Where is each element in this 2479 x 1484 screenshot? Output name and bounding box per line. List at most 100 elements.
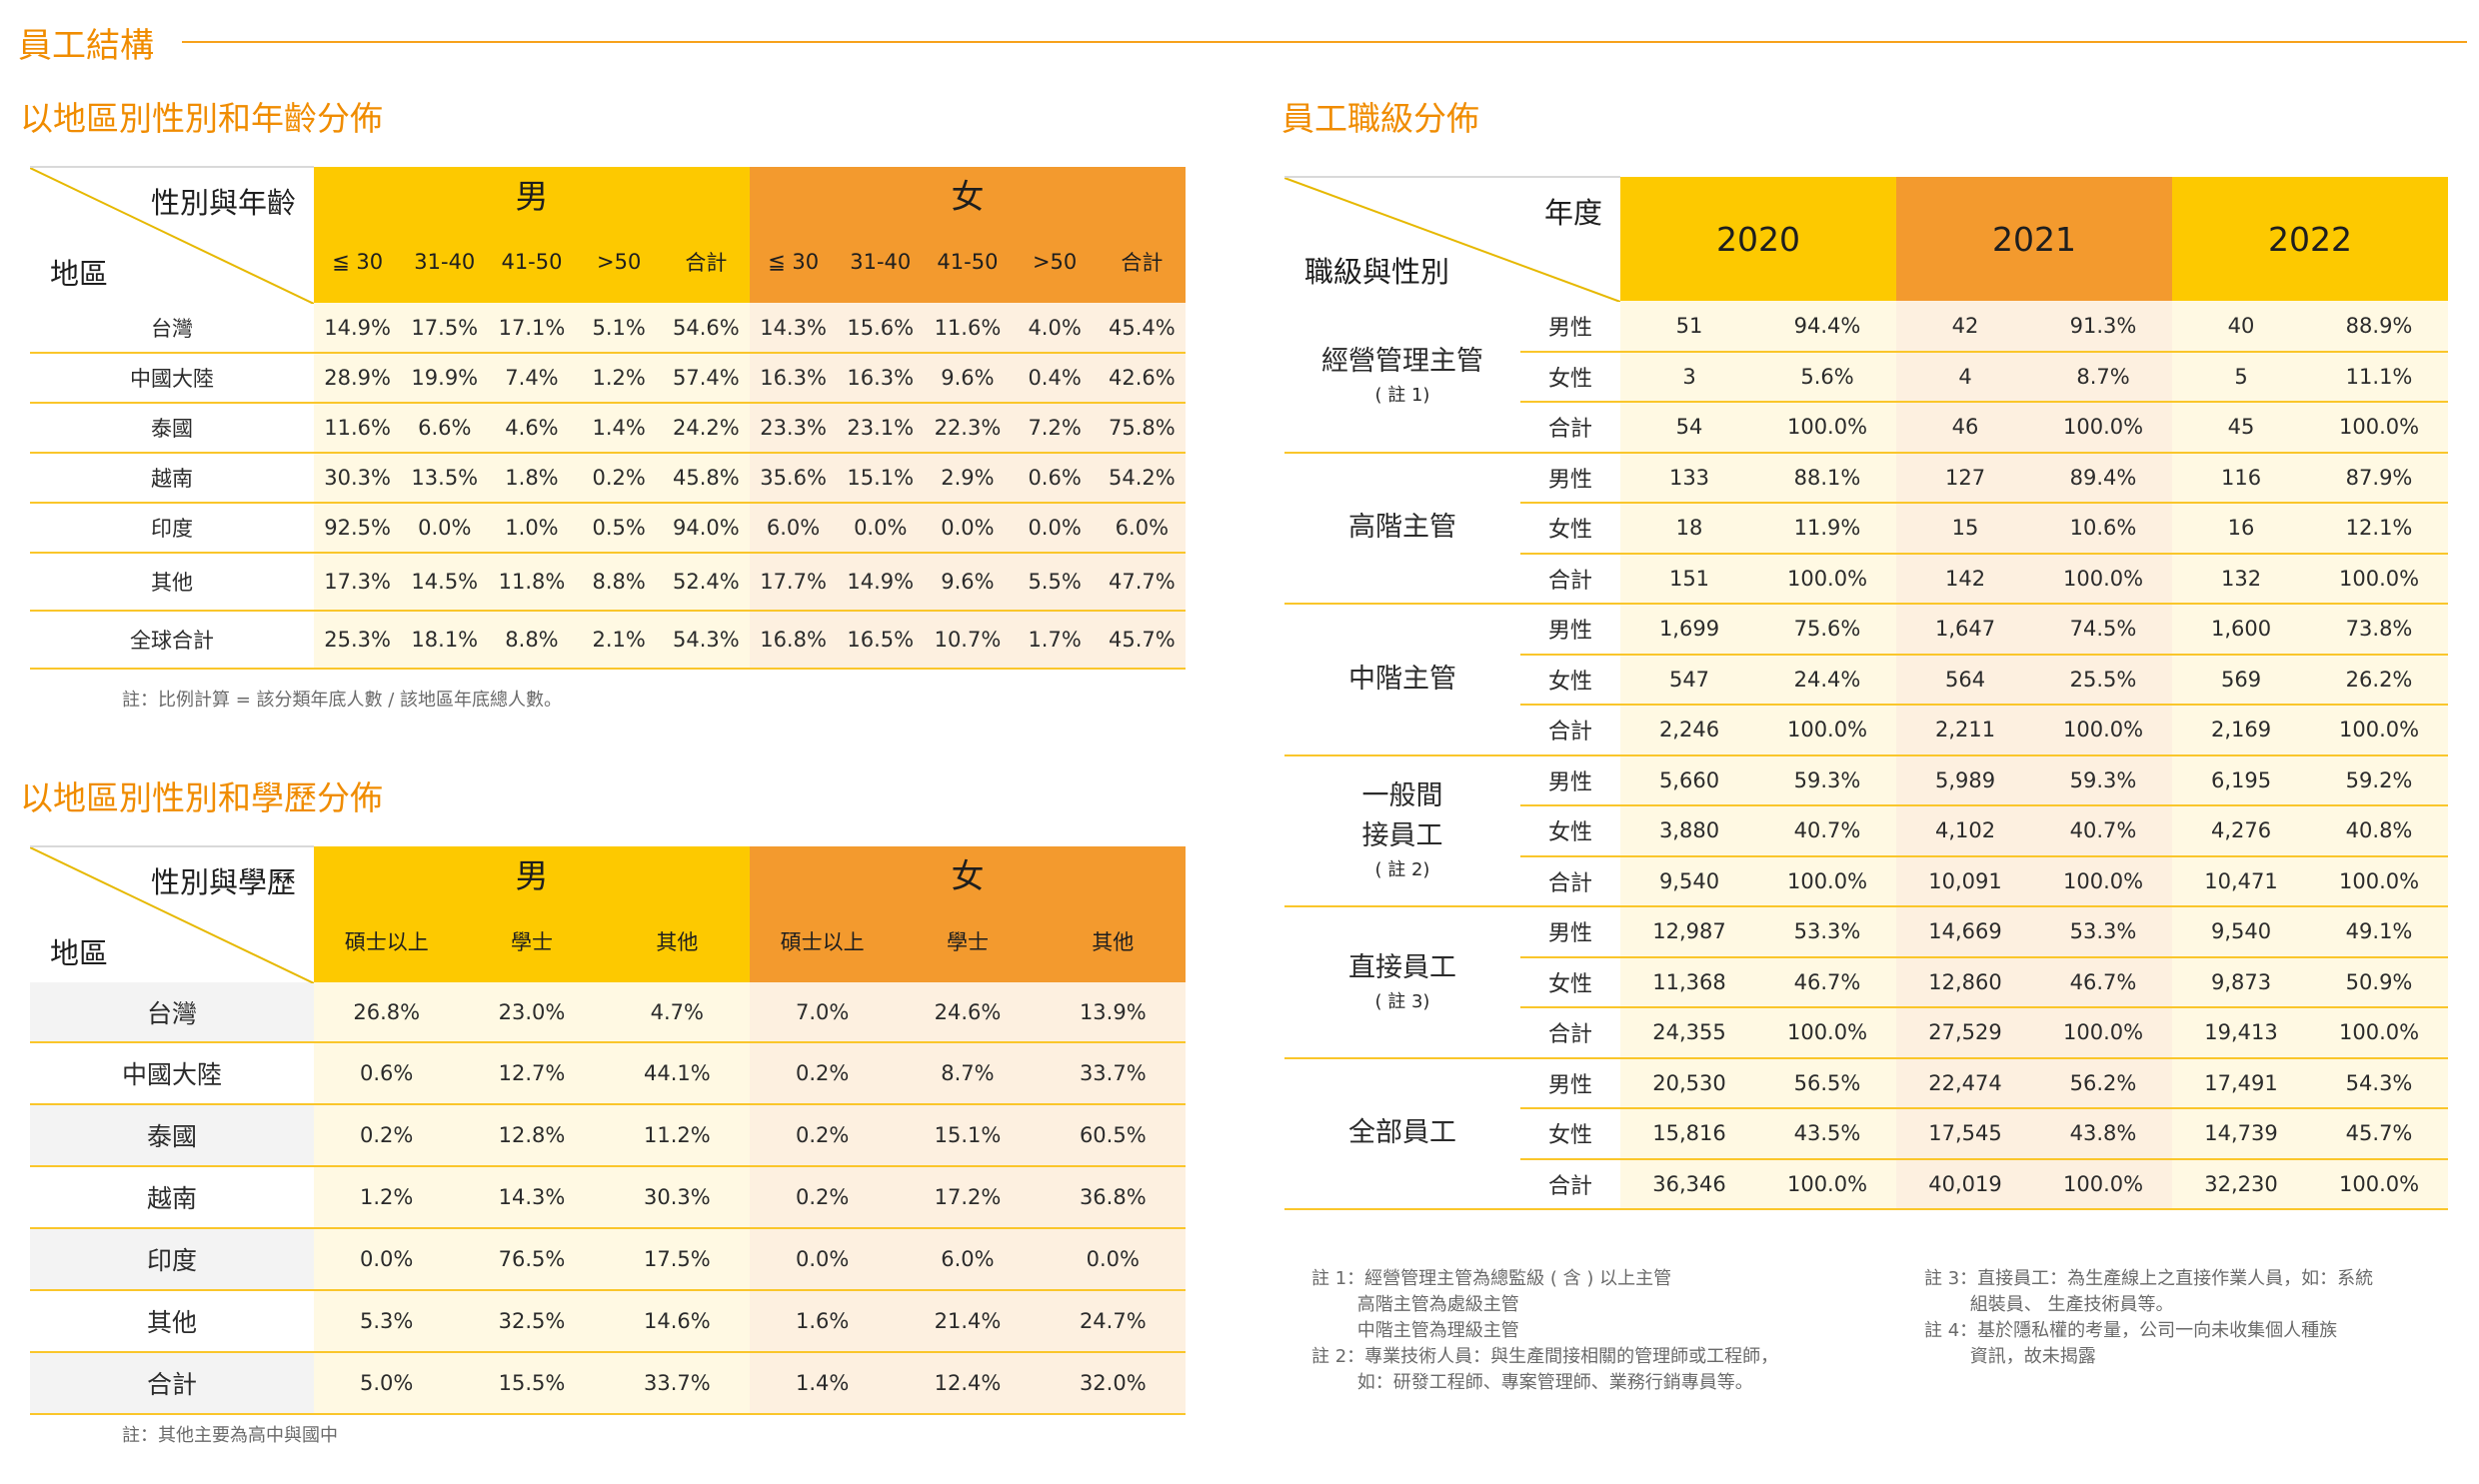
table-cell: 0.0% — [924, 503, 1012, 554]
table1-subheader: 合計 — [662, 221, 750, 303]
table-cell: 0.6% — [314, 1042, 460, 1105]
table-cell: 3 — [1620, 351, 1758, 403]
table-row: 其他 17.3% 14.5% 11.8% 8.8% 52.4% 17.7% 14.9% 9.6%… — [30, 553, 1186, 612]
table-cell: 100.0% — [2034, 553, 2173, 605]
year-header: 2022 — [2172, 177, 2449, 301]
table-cell: 4.6% — [488, 403, 576, 454]
table2-corner-cell: 性別與學歷 地區 — [30, 845, 315, 983]
table-cell: 11.9% — [1758, 503, 1897, 555]
table-cell: 6.6% — [401, 403, 489, 454]
table-cell: 6.0% — [1098, 503, 1186, 554]
gender-label: 女性 — [1520, 503, 1620, 555]
table-cell: 127 — [1896, 452, 2035, 504]
table-cell: 0.0% — [1040, 1228, 1186, 1291]
table-cell: 24.2% — [662, 403, 750, 454]
table-cell: 14,669 — [1896, 906, 2035, 958]
table-cell: 1.0% — [488, 503, 576, 554]
table-cell: 2.9% — [924, 453, 1012, 504]
table-cell: 40.8% — [2310, 805, 2449, 857]
table-cell: 23.1% — [837, 403, 925, 454]
table3-notes-right: 註 3：直接員工：為生產線上之直接作業人員，如：系統 組裝員、 生產技術員等。 … — [1924, 1268, 2374, 1367]
table-cell: 32.0% — [1040, 1352, 1186, 1415]
year-header: 2020 — [1620, 177, 1897, 301]
table3-corner-bottom: 職級與性別 — [1304, 255, 1450, 289]
table-cell: 32.5% — [459, 1290, 605, 1353]
table-row: 台灣 26.8% 23.0% 4.7% 7.0% 24.6% 13.9% — [30, 982, 1186, 1043]
table-cell: 100.0% — [1758, 553, 1897, 605]
table-cell: 54.3% — [662, 611, 750, 670]
table-cell: 60.5% — [1040, 1104, 1186, 1167]
table-cell: 100.0% — [2310, 553, 2449, 605]
table-cell: 569 — [2172, 654, 2311, 706]
table-cell: 1.2% — [314, 1166, 460, 1229]
table-cell: 25.5% — [2034, 654, 2173, 706]
table-row: 一般間 接員工( 註 2) 男性 5,660 59.3% 5,989 59.3% 6,195 5… — [1284, 754, 2449, 907]
table-cell: 100.0% — [2034, 402, 2173, 454]
table2-subheader: 學士 — [459, 900, 605, 982]
region-label: 印度 — [30, 503, 314, 554]
table-cell: 56.2% — [2034, 1057, 2173, 1109]
table-cell: 2.1% — [575, 611, 663, 670]
table-cell: 45.4% — [1098, 303, 1186, 354]
table-row: 女性 11,368 46.7% 12,860 46.7% 9,873 50.9% — [1284, 956, 2449, 1008]
table-cell: 9,873 — [2172, 956, 2311, 1008]
job-level-table: 年度 職級與性別 2020 2021 2022 經營管理主管( 註 1) 男性 51 94… — [1284, 176, 2449, 1210]
table-row: 女性 3 5.6% 4 8.7% 5 11.1% — [1284, 351, 2449, 403]
table-cell: 1.4% — [575, 403, 663, 454]
job-level-name: 中階主管 — [1348, 663, 1456, 695]
table-cell: 33.7% — [1040, 1042, 1186, 1105]
table-cell: 100.0% — [1758, 855, 1897, 907]
table-cell: 43.8% — [2034, 1108, 2173, 1160]
table-cell: 142 — [1896, 553, 2035, 605]
table-cell: 76.5% — [459, 1228, 605, 1291]
table-row: 合計 2,246 100.0% 2,211 100.0% 2,169 100.0% — [1284, 705, 2449, 756]
gender-label: 合計 — [1520, 855, 1620, 907]
table-cell: 33.7% — [604, 1352, 750, 1415]
title-divider — [182, 41, 2467, 43]
table-cell: 14.3% — [459, 1166, 605, 1229]
job-level-label: 直接員工 ( 註 3) — [1284, 906, 1520, 1059]
table-cell: 22.3% — [924, 403, 1012, 454]
table-cell: 17.5% — [604, 1228, 750, 1291]
table1-subheader: 合計 — [1098, 221, 1186, 303]
table-cell: 100.0% — [2034, 855, 2173, 907]
table-cell: 100.0% — [1758, 705, 1897, 756]
table-cell: 53.3% — [2034, 906, 2173, 958]
table-cell: 2,246 — [1620, 705, 1758, 756]
table1-subheader: 31-40 — [837, 221, 925, 303]
table-cell: 12.8% — [459, 1104, 605, 1167]
table-cell: 15.1% — [837, 453, 925, 504]
table1-corner-top: 性別與年齡 — [150, 186, 296, 220]
table-cell: 0.2% — [314, 1104, 460, 1167]
table-cell: 17,491 — [2172, 1057, 2311, 1109]
table-row: 越南 1.2% 14.3% 30.3% 0.2% 17.2% 36.8% — [30, 1166, 1186, 1229]
table-cell: 7.2% — [1011, 403, 1099, 454]
table-row: 其他 5.3% 32.5% 14.6% 1.6% 21.4% 24.7% — [30, 1290, 1186, 1353]
table-cell: 564 — [1896, 654, 2035, 706]
table-cell: 1.7% — [1011, 611, 1099, 670]
table-cell: 5,989 — [1896, 754, 2035, 806]
table-row: 中國大陸 28.9% 19.9% 7.4% 1.2% 57.4% 16.3% 16.3% 9.6… — [30, 353, 1186, 404]
region-label: 越南 — [30, 1166, 315, 1229]
table-cell: 32,230 — [2172, 1158, 2311, 1210]
table-cell: 45.7% — [1098, 611, 1186, 670]
table-cell: 15.5% — [459, 1352, 605, 1415]
table2-subheader: 其他 — [1040, 900, 1186, 982]
table3-corner-cell: 年度 職級與性別 — [1284, 176, 1620, 302]
table-cell: 6.0% — [895, 1228, 1041, 1291]
table-row: 泰國 0.2% 12.8% 11.2% 0.2% 15.1% 60.5% — [30, 1104, 1186, 1167]
table-cell: 8.8% — [575, 553, 663, 612]
table-cell: 1,600 — [2172, 604, 2311, 656]
gender-label: 男性 — [1520, 754, 1620, 806]
table-cell: 5.6% — [1758, 351, 1897, 403]
table-row: 印度 0.0% 76.5% 17.5% 0.0% 6.0% 0.0% — [30, 1228, 1186, 1291]
table-cell: 5.0% — [314, 1352, 460, 1415]
table-cell: 16 — [2172, 503, 2311, 555]
table-cell: 1.2% — [575, 353, 663, 404]
table-cell: 54 — [1620, 402, 1758, 454]
table-cell: 10,471 — [2172, 855, 2311, 907]
table-row: 合計 24,355 100.0% 27,529 100.0% 19,413 100.0% — [1284, 1007, 2449, 1059]
table2-corner-top: 性別與學歷 — [151, 865, 297, 899]
table-cell: 26.2% — [2310, 654, 2449, 706]
table-cell: 116 — [2172, 452, 2311, 504]
